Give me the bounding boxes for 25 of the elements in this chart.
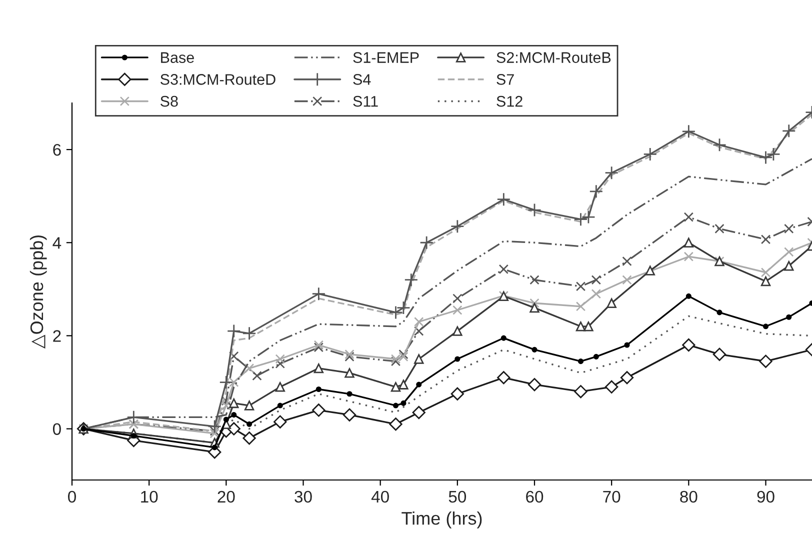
x-tick-label: 40 [371, 490, 389, 503]
legend-label: S11 [353, 96, 378, 107]
y-axis-title: △Ozone (ppb) [30, 235, 47, 349]
legend-label: S3:MCM-RouteD [160, 74, 276, 85]
x-tick-label: 30 [294, 490, 312, 503]
x-tick-label: 10 [141, 490, 158, 503]
legend-label: S1-EMEP [353, 52, 419, 63]
legend-label: S8 [160, 96, 178, 107]
x-tick-label: 20 [218, 490, 235, 503]
y-tick-label: 4 [52, 237, 62, 249]
y-tick-label: 2 [53, 330, 61, 342]
legend-label: S4 [353, 74, 371, 85]
y-tick-label: 6 [53, 144, 61, 156]
y-tick-label: 0 [52, 423, 61, 436]
legend-label: Base [161, 52, 194, 63]
x-tick-label: 60 [526, 490, 544, 503]
x-tick-label: 50 [448, 490, 466, 503]
legend-label: S7 [496, 74, 514, 85]
legend-label: S12 [496, 96, 522, 107]
x-tick-label: 0 [68, 490, 76, 503]
x-axis-title: Time (hrs) [402, 512, 482, 528]
x-tick-label: 70 [603, 490, 620, 503]
legend-label: S2:MCM-RouteB [496, 52, 611, 63]
x-tick-label: 80 [680, 490, 698, 503]
x-tick-label: 90 [757, 490, 774, 503]
